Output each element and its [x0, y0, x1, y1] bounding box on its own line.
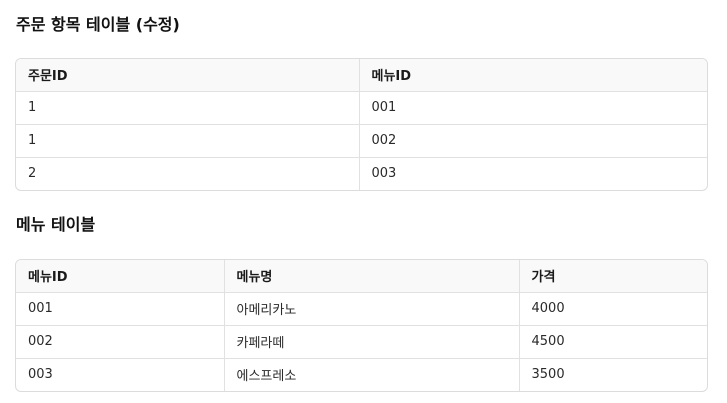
order-items-table: 주문ID 메뉴ID 1 001 1 002 2 003: [16, 59, 707, 190]
column-header-price: 가격: [518, 260, 707, 292]
cell-price: 4500: [518, 324, 707, 358]
table-header-row: 주문ID 메뉴ID: [16, 59, 707, 91]
column-header-menu-name: 메뉴명: [223, 260, 519, 292]
table-header-row: 메뉴ID 메뉴명 가격: [16, 260, 707, 292]
table-row: 001 아메리카노 4000: [16, 291, 707, 325]
cell-order-id: 1: [16, 123, 359, 157]
order-items-table-container: 주문ID 메뉴ID 1 001 1 002 2 003: [15, 58, 708, 191]
table-row: 1 001: [16, 90, 707, 124]
order-items-title: 주문 항목 테이블 (수정): [16, 15, 180, 34]
menu-table: 메뉴ID 메뉴명 가격 001 아메리카노 4000 002 카페라떼 4500…: [16, 260, 707, 391]
cell-menu-name: 아메리카노: [223, 291, 519, 325]
table-row: 2 003: [16, 156, 707, 190]
cell-price: 4000: [518, 291, 707, 325]
cell-menu-name: 에스프레소: [223, 357, 519, 391]
column-header-menu-id: 메뉴ID: [16, 260, 224, 292]
column-header-order-id: 주문ID: [16, 59, 359, 91]
column-header-menu-id: 메뉴ID: [358, 59, 707, 91]
menu-table-title: 메뉴 테이블: [16, 215, 96, 234]
cell-menu-id: 002: [358, 123, 707, 157]
table-row: 002 카페라떼 4500: [16, 324, 707, 358]
table-row: 003 에스프레소 3500: [16, 357, 707, 391]
cell-menu-id: 003: [358, 156, 707, 190]
table-row: 1 002: [16, 123, 707, 157]
cell-menu-id: 002: [16, 324, 224, 358]
cell-menu-name: 카페라떼: [223, 324, 519, 358]
cell-menu-id: 003: [16, 357, 224, 391]
cell-order-id: 2: [16, 156, 359, 190]
cell-price: 3500: [518, 357, 707, 391]
menu-table-container: 메뉴ID 메뉴명 가격 001 아메리카노 4000 002 카페라떼 4500…: [15, 259, 708, 392]
cell-menu-id: 001: [358, 90, 707, 124]
cell-menu-id: 001: [16, 291, 224, 325]
cell-order-id: 1: [16, 90, 359, 124]
